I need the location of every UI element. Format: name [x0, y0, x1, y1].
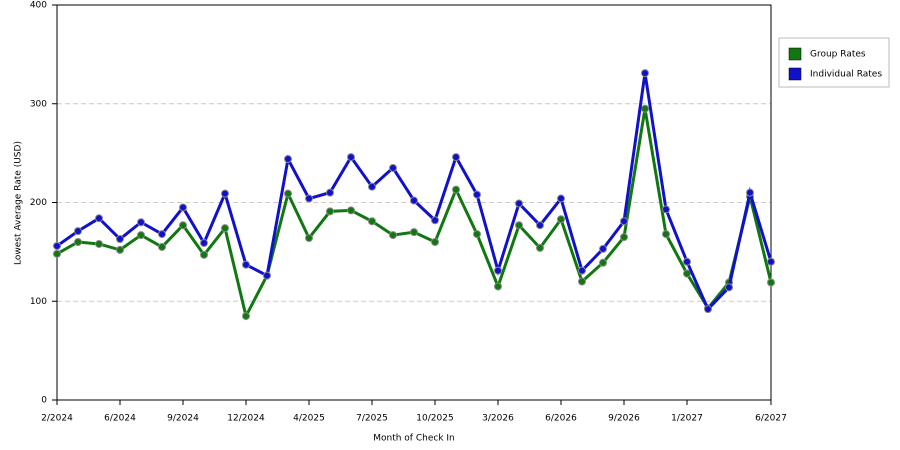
- point: [347, 153, 355, 162]
- point: [200, 238, 208, 247]
- point: [704, 305, 712, 314]
- legend-label: Individual Rates: [810, 70, 882, 80]
- point: [221, 189, 229, 198]
- y-tick-label: 400: [30, 1, 47, 11]
- point: [305, 194, 313, 203]
- point: [389, 163, 397, 172]
- point: [683, 257, 691, 266]
- point: [95, 214, 103, 223]
- plot-frame: [56, 4, 772, 401]
- legend-swatch: [788, 67, 802, 81]
- point: [557, 215, 565, 224]
- point: [578, 277, 586, 286]
- point: [116, 245, 124, 254]
- point: [53, 241, 61, 250]
- point: [284, 189, 292, 198]
- point: [95, 239, 103, 248]
- point: [536, 221, 544, 230]
- point: [368, 217, 376, 226]
- y-axis-label: Lowest Average Rate (USD): [14, 141, 24, 265]
- point: [473, 230, 481, 239]
- point: [662, 205, 670, 214]
- y-tick-label: 300: [30, 99, 47, 109]
- point: [620, 233, 628, 242]
- y-tick-label: 0: [41, 396, 47, 406]
- point: [242, 312, 250, 321]
- point: [368, 182, 376, 191]
- point: [221, 224, 229, 233]
- point: [389, 231, 397, 240]
- point: [599, 258, 607, 267]
- x-tick-label: 9/2024: [167, 414, 199, 424]
- point: [179, 203, 187, 212]
- point: [242, 260, 250, 269]
- point: [494, 282, 502, 291]
- series-line: [56, 72, 773, 312]
- point: [158, 230, 166, 239]
- point: [158, 242, 166, 251]
- point: [620, 217, 628, 226]
- legend: Group Rates Individual Rates: [778, 37, 890, 88]
- point: [452, 185, 460, 194]
- x-tick-label: 7/2025: [356, 414, 388, 424]
- point: [137, 231, 145, 240]
- point: [263, 271, 271, 280]
- point: [599, 244, 607, 253]
- x-axis-label: Month of Check In: [373, 434, 455, 444]
- point: [74, 238, 82, 246]
- point: [767, 278, 775, 287]
- x-tick-label: 4/2025: [293, 414, 325, 424]
- point: [536, 243, 544, 252]
- x-tick-label: 3/2026: [482, 414, 514, 424]
- point: [179, 221, 187, 230]
- point: [326, 188, 334, 197]
- point: [494, 266, 502, 275]
- point: [74, 227, 82, 236]
- point: [746, 188, 754, 197]
- y-tick-label: 100: [30, 297, 47, 307]
- point: [200, 250, 208, 259]
- x-tick-label: 12/2024: [227, 414, 265, 424]
- legend-label: Group Rates: [810, 50, 866, 60]
- point: [431, 216, 439, 225]
- point: [683, 269, 691, 278]
- point: [557, 194, 565, 203]
- x-tick-label: 9/2026: [608, 414, 640, 424]
- point: [515, 221, 523, 230]
- point: [662, 230, 670, 239]
- legend-box: [778, 37, 890, 88]
- x-tick-label: 1/2027: [671, 414, 703, 424]
- point: [53, 249, 61, 258]
- y-tick-label: 200: [30, 198, 47, 208]
- point: [116, 235, 124, 244]
- point: [515, 199, 523, 208]
- point: [641, 69, 649, 78]
- point: [725, 283, 733, 292]
- x-tick-label: 6/2024: [104, 414, 136, 424]
- point: [410, 196, 418, 205]
- point: [452, 153, 460, 162]
- legend-swatch: [788, 47, 802, 61]
- point: [347, 206, 355, 215]
- point: [284, 155, 292, 164]
- point: [767, 257, 775, 266]
- x-tick-label: 6/2026: [545, 414, 577, 424]
- point: [305, 234, 313, 243]
- x-tick-label: 10/2025: [416, 414, 453, 424]
- x-tick-label: 2/2024: [41, 414, 73, 424]
- x-tick-label: 6/2027: [755, 414, 787, 424]
- point: [473, 190, 481, 199]
- point: [137, 218, 145, 227]
- point: [431, 238, 439, 246]
- point: [578, 266, 586, 275]
- point: [641, 104, 649, 113]
- point: [410, 228, 418, 237]
- point: [326, 207, 334, 216]
